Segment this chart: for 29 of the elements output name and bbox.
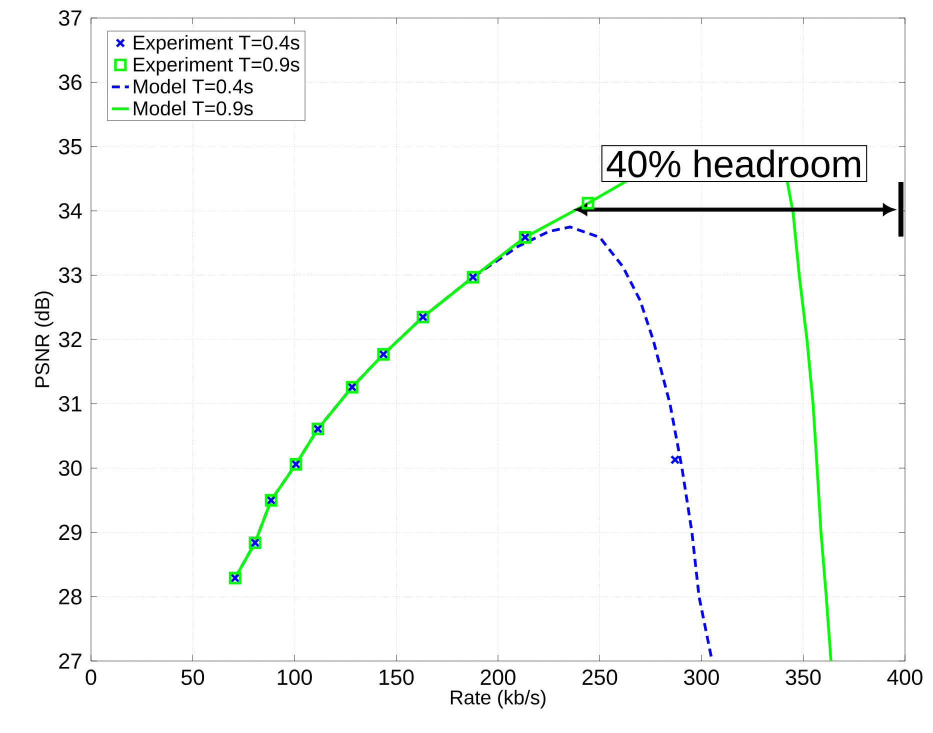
point: [582, 196, 594, 210]
y-tick-label: 37: [58, 10, 82, 26]
y-tick-label: 34: [58, 203, 82, 219]
x-tick-label: 200: [480, 670, 516, 686]
x-tick-label: 0: [86, 670, 96, 686]
legend-label: Experiment T=0.4s: [134, 35, 300, 54]
x-axis-title: Rate (kb/s): [450, 690, 546, 708]
y-tick-label: 35: [58, 138, 82, 154]
point: [670, 454, 680, 465]
y-axis-title: PSNR (dB): [34, 291, 54, 388]
x-tick-label: 350: [786, 670, 821, 686]
y-tick-label: 29: [59, 524, 82, 540]
legend-label: Model T=0.9s: [134, 100, 253, 116]
y-tick-label: 28: [59, 588, 82, 604]
y-tick-label: 27: [59, 653, 82, 669]
x-tick-label: 300: [684, 670, 719, 686]
x-tick-label: 150: [380, 670, 414, 686]
y-tick-label: 33: [58, 267, 82, 283]
annotation: 40% headroom: [606, 150, 860, 178]
x-tick-label: 100: [278, 670, 312, 686]
y-tick-label: 31: [58, 396, 82, 412]
x-tick-label: 400: [887, 670, 922, 686]
y-tick-label: 32: [58, 332, 82, 348]
legend-label: Model T=0.4s: [134, 78, 253, 94]
legend-label: Experiment T=0.9s: [134, 56, 300, 76]
y-tick-label: 36: [58, 74, 82, 90]
x-tick-label: 50: [181, 670, 204, 686]
y-tick-label: 30: [58, 460, 82, 476]
x-tick-label: 250: [582, 670, 618, 686]
